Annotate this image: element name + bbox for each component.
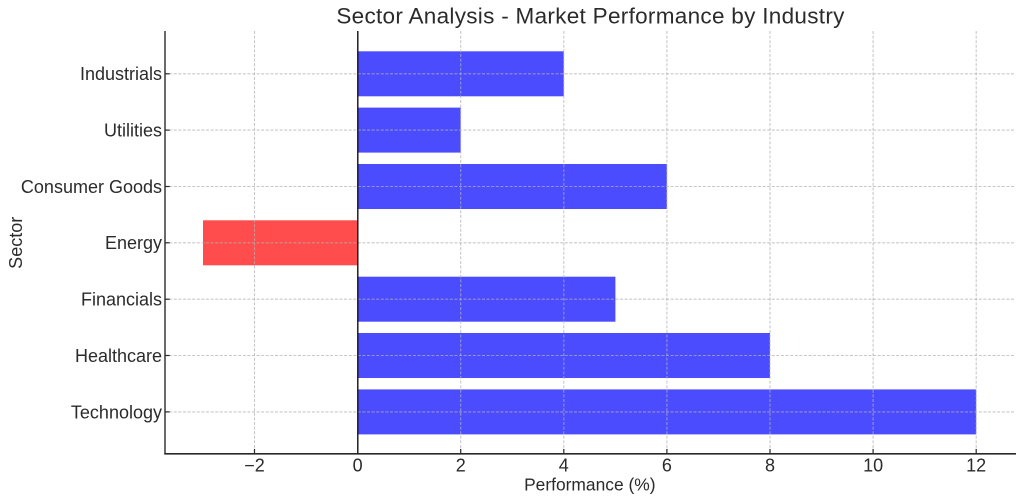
svg-text:Sector Analysis - Market Perfo: Sector Analysis - Market Performance by … [336, 4, 845, 29]
svg-text:10: 10 [863, 455, 883, 475]
svg-text:Consumer Goods: Consumer Goods [21, 177, 162, 197]
svg-text:Utilities: Utilities [104, 121, 162, 141]
svg-text:Healthcare: Healthcare [75, 346, 162, 366]
svg-text:Industrials: Industrials [80, 64, 162, 84]
svg-text:Financials: Financials [81, 290, 162, 310]
svg-text:8: 8 [765, 455, 775, 475]
svg-text:6: 6 [662, 455, 672, 475]
svg-text:4: 4 [559, 455, 569, 475]
svg-text:Technology: Technology [71, 402, 162, 422]
svg-text:Energy: Energy [105, 233, 162, 253]
svg-text:−2: −2 [244, 455, 265, 475]
svg-text:12: 12 [966, 455, 986, 475]
svg-text:Performance (%): Performance (%) [524, 474, 655, 494]
svg-text:0: 0 [353, 455, 363, 475]
svg-text:2: 2 [456, 455, 466, 475]
svg-text:Sector: Sector [6, 217, 26, 269]
